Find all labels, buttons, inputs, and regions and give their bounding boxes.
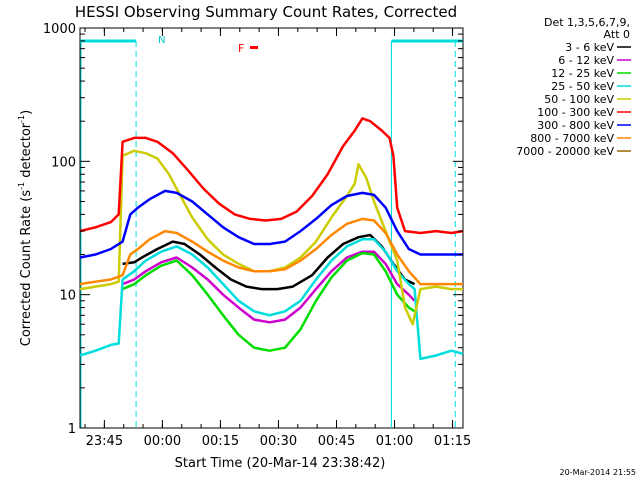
legend-header-line1: Det 1,3,5,6,7,9, [544,16,630,29]
series-line-5 [79,117,464,235]
legend-label-0: 3 - 6 keV [565,41,614,54]
series-line-1 [122,250,416,324]
series-line-6 [79,189,463,259]
x-tick-label: 00:30 [260,434,297,449]
legend-header-line2: Att 0 [604,28,630,41]
series-line-3 [79,238,464,361]
flare-flag-bar [250,46,258,49]
chart-title: HESSI Observing Summary Count Rates, Cor… [75,3,457,21]
generation-timestamp: 20-Mar-2014 21:55 [560,468,637,477]
legend-label-7: 800 - 7000 keV [530,132,614,145]
x-tick-label: 01:15 [434,434,471,449]
y-tick-label: 10 [59,289,76,304]
legend-label-3: 25 - 50 keV [551,80,614,93]
x-tick-label: 00:15 [202,434,239,449]
legend-label-8: 7000 - 20000 keV [516,145,614,158]
legend-label-6: 300 - 800 keV [537,119,614,132]
y-tick-label: 1 [68,422,76,437]
x-tick-label: 00:45 [318,434,355,449]
x-tick-label: 00:00 [144,434,181,449]
flag-label-f: F [238,42,244,55]
series-line-2 [122,251,416,352]
series-line-4 [79,149,463,326]
legend-label-5: 100 - 300 keV [537,106,614,119]
legend-label-1: 6 - 12 keV [558,54,614,67]
y-tick-label: 1000 [43,22,76,37]
legend-label-2: 12 - 25 keV [551,67,614,80]
y-axis-label: Corrected Count Rate (s-1 detector-1) [17,110,34,346]
series-line-7 [79,217,463,286]
x-tick-label: 23:45 [86,434,123,449]
x-axis-label: Start Time (20-Mar-14 23:38:42) [175,456,386,471]
legend-label-4: 50 - 100 keV [544,93,614,106]
flag-label-n: N [158,35,165,46]
y-tick-label: 100 [51,155,76,170]
plot-frame [79,27,464,429]
x-tick-label: 01:00 [376,434,413,449]
